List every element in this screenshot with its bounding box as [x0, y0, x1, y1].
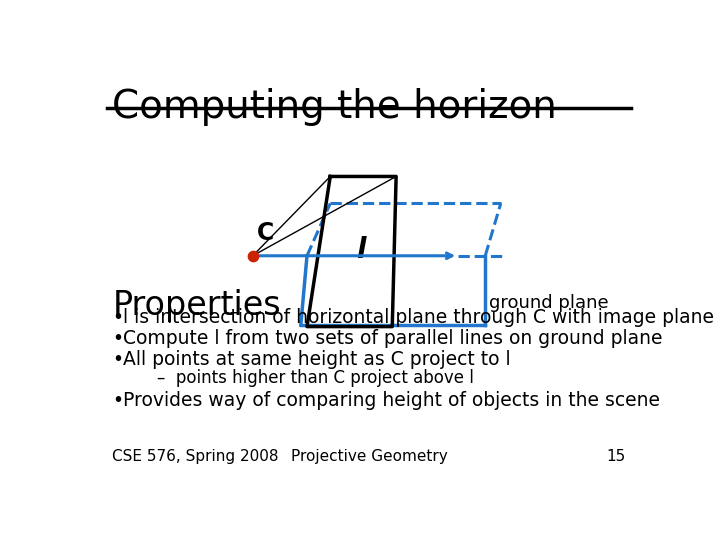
Text: •: •	[112, 391, 123, 410]
Text: 15: 15	[606, 449, 626, 464]
Text: •: •	[112, 308, 123, 327]
Text: Properties: Properties	[112, 289, 281, 322]
Text: •: •	[112, 329, 123, 348]
Text: l: l	[356, 235, 366, 264]
Text: CSE 576, Spring 2008: CSE 576, Spring 2008	[112, 449, 279, 464]
Text: Computing the horizon: Computing the horizon	[112, 87, 557, 126]
Text: ground plane: ground plane	[489, 294, 608, 313]
Text: l is intersection of horizontal plane through C with image plane: l is intersection of horizontal plane th…	[124, 308, 714, 327]
Point	[247, 252, 258, 260]
Text: All points at same height as C project to l: All points at same height as C project t…	[124, 349, 511, 369]
Text: Projective Geometry: Projective Geometry	[291, 449, 447, 464]
Text: •: •	[112, 349, 123, 369]
Text: –  points higher than C project above l: – points higher than C project above l	[157, 369, 474, 387]
Text: Compute l from two sets of parallel lines on ground plane: Compute l from two sets of parallel line…	[124, 329, 663, 348]
Text: Provides way of comparing height of objects in the scene: Provides way of comparing height of obje…	[124, 391, 660, 410]
Text: C: C	[257, 221, 274, 245]
